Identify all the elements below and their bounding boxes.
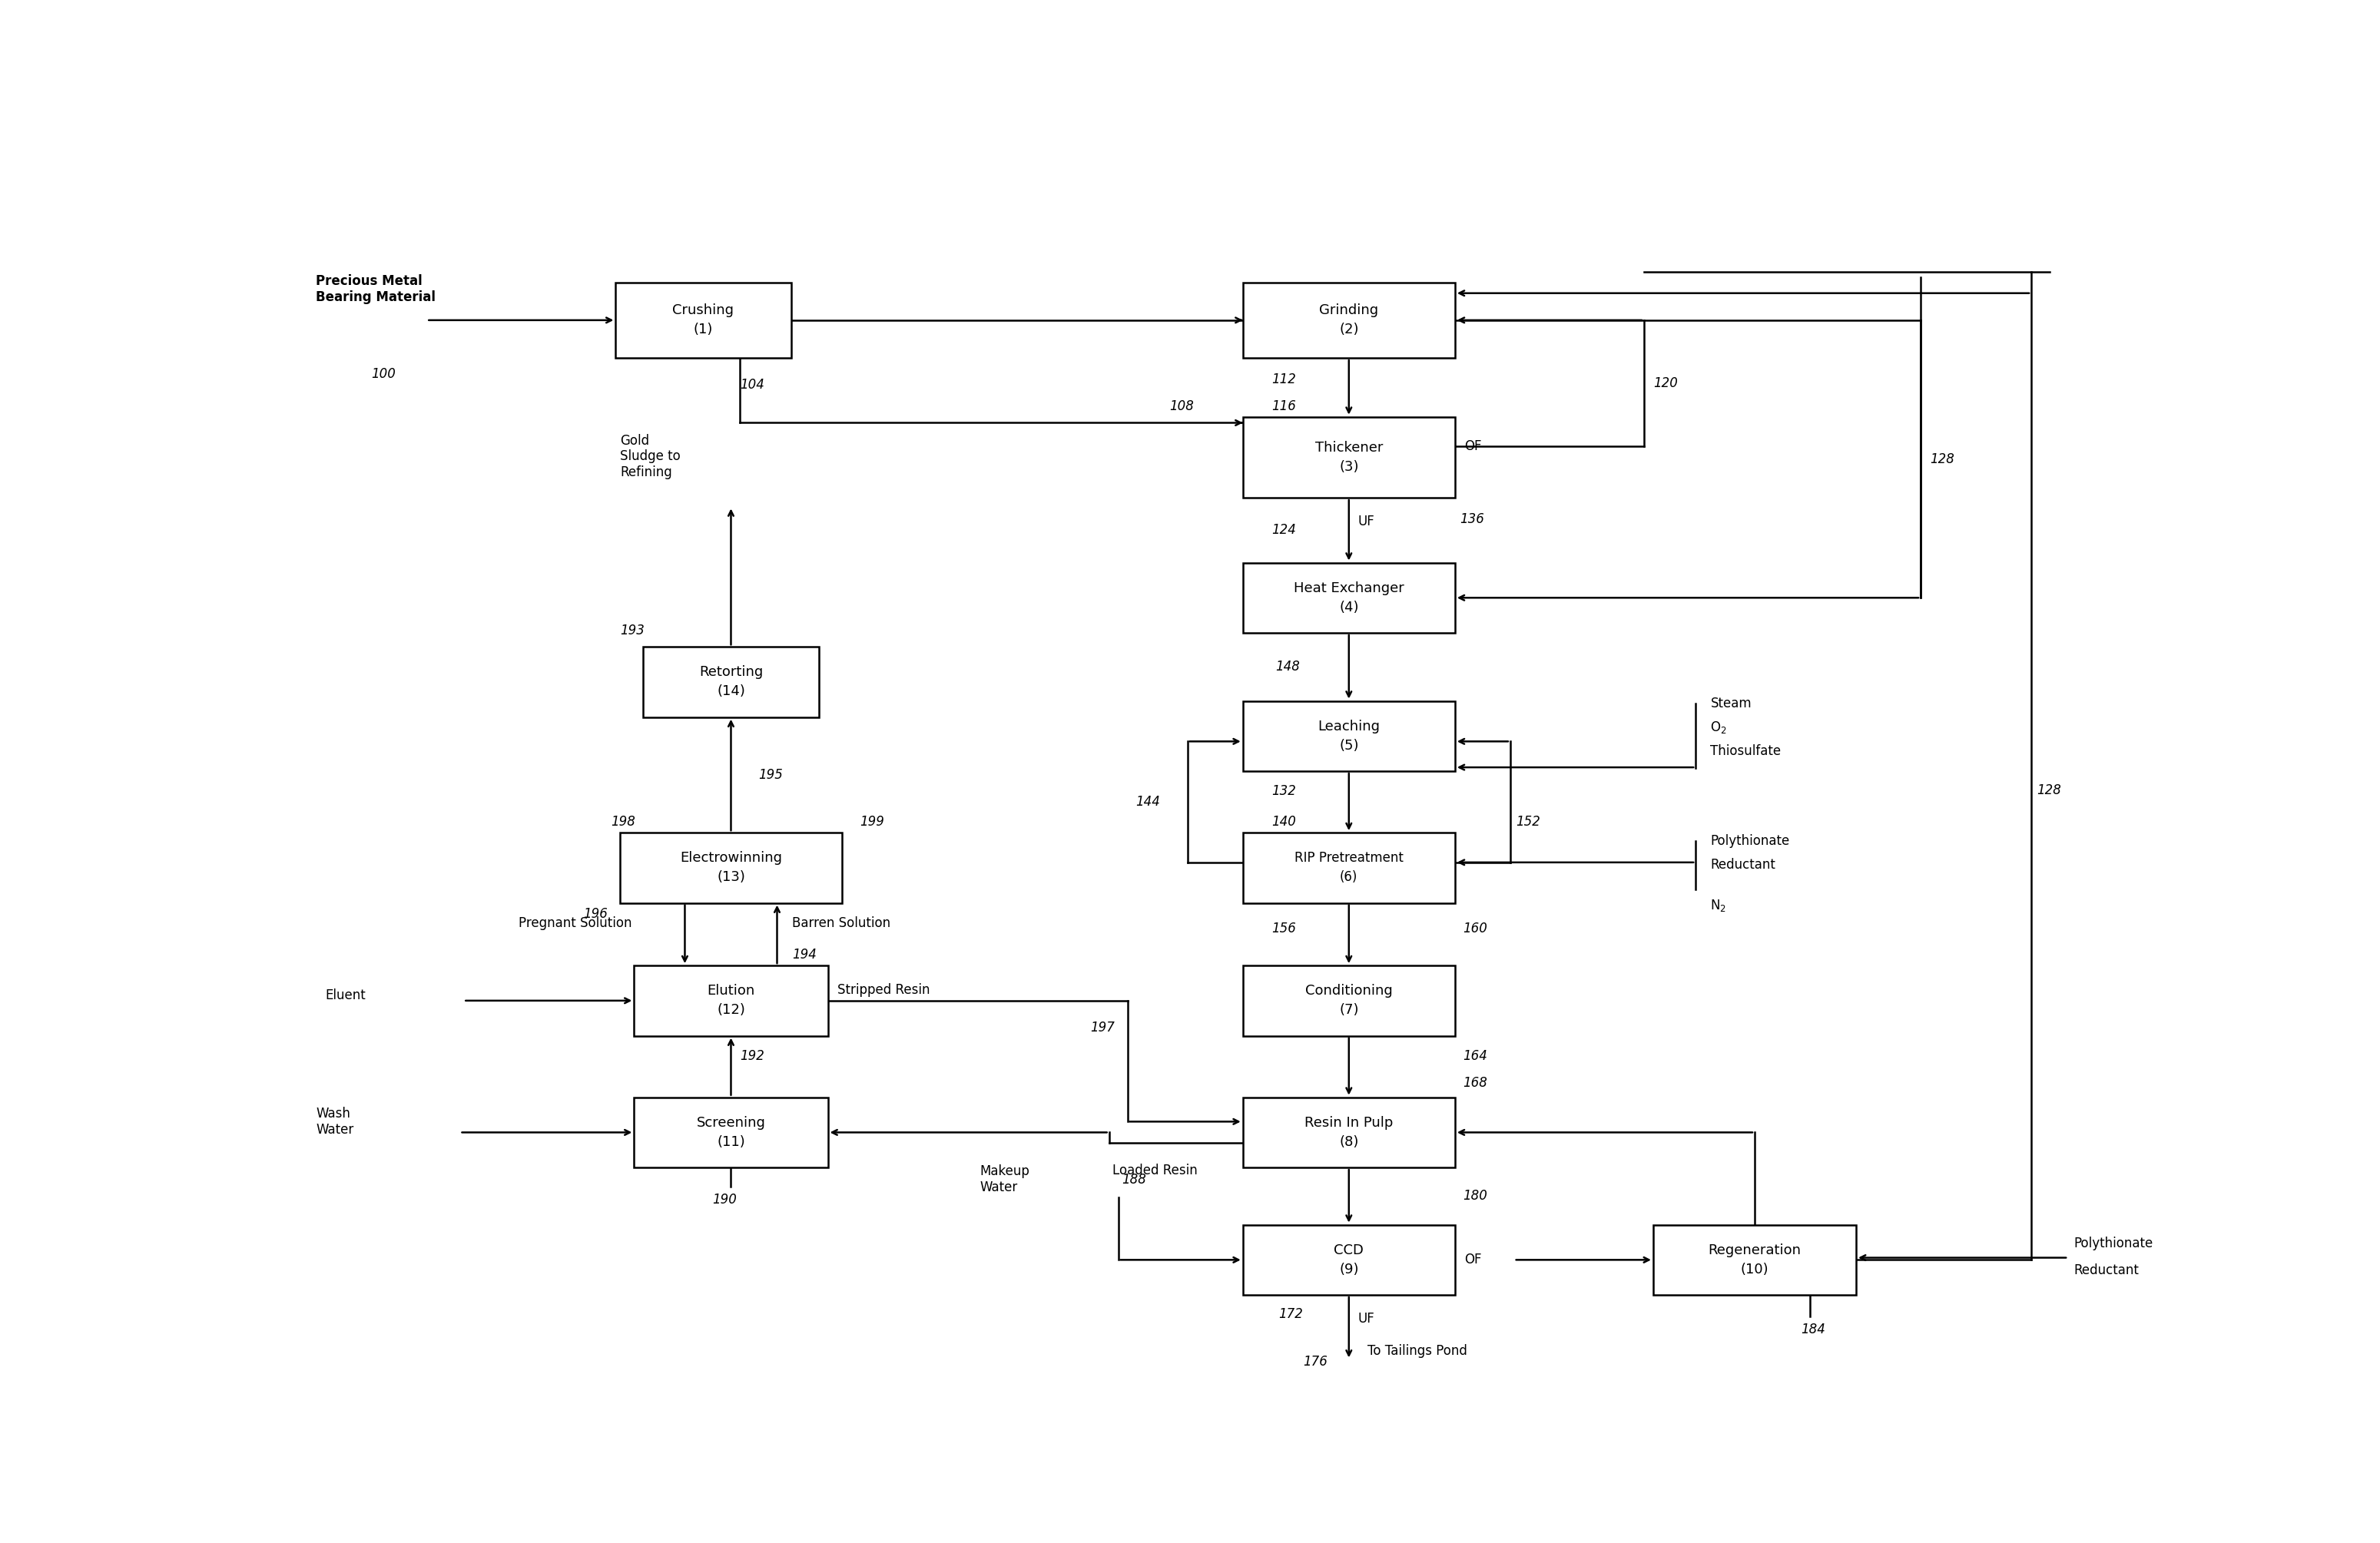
Text: Retorting
(14): Retorting (14): [700, 665, 764, 699]
Text: UF: UF: [1359, 1312, 1376, 1325]
Text: 184: 184: [1802, 1322, 1825, 1336]
Text: Reductant: Reductant: [2073, 1264, 2140, 1278]
Text: OF: OF: [1464, 1253, 1480, 1267]
Text: 116: 116: [1271, 400, 1295, 414]
Bar: [1242, 1097, 1454, 1168]
Text: 190: 190: [712, 1193, 738, 1207]
Bar: [1242, 833, 1454, 903]
Bar: [633, 966, 828, 1035]
Text: 124: 124: [1271, 523, 1295, 537]
Text: 148: 148: [1276, 660, 1299, 674]
Text: Regeneration
(10): Regeneration (10): [1709, 1244, 1802, 1276]
Text: OF: OF: [1464, 440, 1480, 454]
Text: CCD
(9): CCD (9): [1333, 1244, 1364, 1276]
Text: 120: 120: [1654, 376, 1678, 390]
Text: Stripped Resin: Stripped Resin: [838, 983, 931, 997]
Text: 195: 195: [759, 768, 783, 782]
Text: 164: 164: [1464, 1049, 1488, 1063]
Text: Thickener
(3): Thickener (3): [1314, 441, 1383, 474]
Bar: [1242, 563, 1454, 633]
Text: Resin In Pulp
(8): Resin In Pulp (8): [1304, 1116, 1392, 1150]
Text: Electrowinning
(13): Electrowinning (13): [681, 852, 783, 884]
Text: RIP Pretreatment
(6): RIP Pretreatment (6): [1295, 852, 1404, 884]
Text: 176: 176: [1302, 1355, 1328, 1369]
Text: UF: UF: [1359, 515, 1376, 529]
Bar: [1242, 966, 1454, 1035]
Text: 188: 188: [1121, 1173, 1147, 1187]
Text: 100: 100: [371, 367, 395, 381]
Text: O$_2$: O$_2$: [1711, 719, 1728, 734]
Text: Steam: Steam: [1711, 697, 1752, 710]
Text: 128: 128: [2037, 784, 2061, 796]
Bar: [1654, 1225, 1856, 1295]
Bar: [621, 833, 843, 903]
Text: Elution
(12): Elution (12): [707, 984, 754, 1017]
Text: 108: 108: [1169, 400, 1192, 414]
Bar: [1242, 701, 1454, 772]
Text: 128: 128: [1930, 452, 1954, 466]
Bar: [616, 282, 790, 358]
Text: Gold
Sludge to
Refining: Gold Sludge to Refining: [621, 434, 681, 480]
Bar: [1242, 282, 1454, 358]
Text: To Tailings Pond: To Tailings Pond: [1366, 1344, 1466, 1358]
Text: 140: 140: [1271, 815, 1295, 829]
Text: Barren Solution: Barren Solution: [793, 917, 890, 930]
Text: 136: 136: [1459, 512, 1485, 526]
Text: Heat Exchanger
(4): Heat Exchanger (4): [1295, 582, 1404, 614]
Text: Thiosulfate: Thiosulfate: [1711, 744, 1780, 758]
Text: 194: 194: [793, 947, 816, 961]
Text: Conditioning
(7): Conditioning (7): [1304, 984, 1392, 1017]
Text: 168: 168: [1464, 1075, 1488, 1089]
Text: 172: 172: [1278, 1307, 1304, 1321]
Text: Polythionate: Polythionate: [1711, 833, 1790, 847]
Text: Makeup
Water: Makeup Water: [981, 1165, 1031, 1194]
Text: 180: 180: [1464, 1190, 1488, 1204]
Text: 196: 196: [583, 907, 607, 921]
Text: 199: 199: [859, 815, 885, 829]
Text: Reductant: Reductant: [1711, 858, 1775, 872]
Text: 144: 144: [1135, 795, 1161, 809]
Text: 160: 160: [1464, 921, 1488, 935]
Text: 112: 112: [1271, 373, 1295, 386]
Text: 156: 156: [1271, 921, 1295, 935]
Bar: [643, 647, 819, 717]
Text: Wash
Water: Wash Water: [317, 1106, 355, 1137]
Text: 104: 104: [740, 378, 764, 392]
Text: Eluent: Eluent: [326, 989, 367, 1001]
Text: Leaching
(5): Leaching (5): [1319, 719, 1380, 753]
Text: 198: 198: [612, 815, 635, 829]
Text: 197: 197: [1090, 1021, 1116, 1034]
Text: Loaded Resin: Loaded Resin: [1114, 1163, 1197, 1177]
Text: 132: 132: [1271, 784, 1295, 798]
Text: Pregnant Solution: Pregnant Solution: [519, 917, 633, 930]
Text: Crushing
(1): Crushing (1): [674, 304, 733, 336]
Bar: [1242, 1225, 1454, 1295]
Text: Precious Metal
Bearing Material: Precious Metal Bearing Material: [317, 275, 436, 304]
Text: 193: 193: [621, 623, 645, 637]
Bar: [1242, 417, 1454, 498]
Text: Grinding
(2): Grinding (2): [1319, 304, 1378, 336]
Text: 192: 192: [740, 1049, 764, 1063]
Text: N$_2$: N$_2$: [1711, 898, 1726, 913]
Text: Screening
(11): Screening (11): [697, 1116, 766, 1150]
Text: Polythionate: Polythionate: [2073, 1237, 2154, 1250]
Text: 152: 152: [1516, 815, 1540, 829]
Bar: [633, 1097, 828, 1168]
